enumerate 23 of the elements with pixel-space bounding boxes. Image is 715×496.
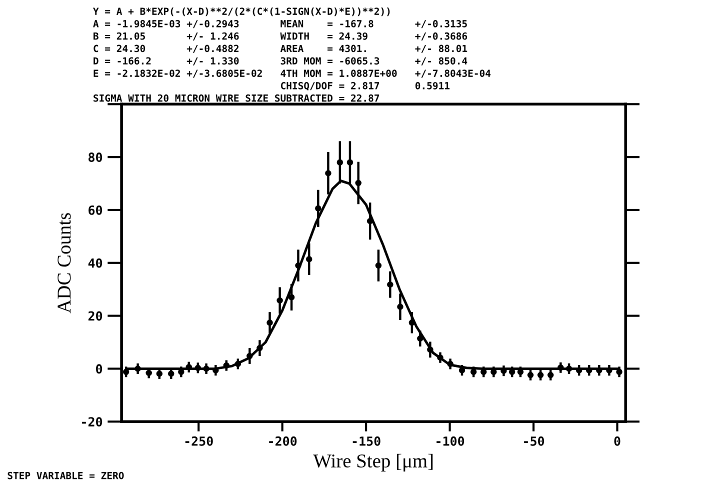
y-tick-label: 20 — [88, 311, 102, 321]
y-tick-label: 0 — [96, 364, 102, 374]
text: A = -1.9845E-03 +/-0.2943 MEAN = -167.8 +/-0.3135 — [93, 20, 467, 28]
y-tick-label: 80 — [88, 152, 102, 162]
x-axis-title: Wire Step [μm] — [313, 454, 433, 472]
text: SIGMA WITH 20 MICRON WIRE SIZE SUBTRACTED = 22.87 — [94, 94, 380, 102]
y-tick-label: -20 — [82, 417, 102, 427]
text: E = -2.1832E-02 +/-3.6805E-02 4TH MOM = 1.0887E+00 +/-7.8043E-04 — [94, 70, 491, 78]
text: Y = A + B*EXP(-(X-D)**2/(2*(C*(1-SIGN(X-D)*E))**2)) — [92, 7, 390, 16]
text: CHISQ/DOF = 2.817 0.5911 — [280, 82, 450, 91]
x-tick-label: -150 — [352, 436, 380, 446]
y-axis-title: ADC Counts — [58, 213, 71, 314]
text: D = -166.2 +/- 1.330 3RD MOM = -6065.3 +/- 850.4 — [94, 57, 468, 66]
x-tick-label: -50 — [524, 436, 544, 446]
y-tick-label: 40 — [88, 258, 102, 268]
x-tick-label: -100 — [436, 436, 464, 446]
y-tick-label: 60 — [88, 205, 102, 215]
text: STEP VARIABLE = ZERO — [8, 472, 124, 480]
text: C = 24.30 +/-0.4882 AREA = 4301. +/- 88.01 — [94, 44, 468, 53]
x-tick-label: -250 — [185, 436, 213, 446]
x-tick-label: -200 — [269, 436, 297, 446]
x-tick-label: 0 — [614, 436, 620, 446]
text: B = 21.05 +/- 1.246 WIDTH = 24.39 +/-0.3686 — [94, 32, 468, 41]
